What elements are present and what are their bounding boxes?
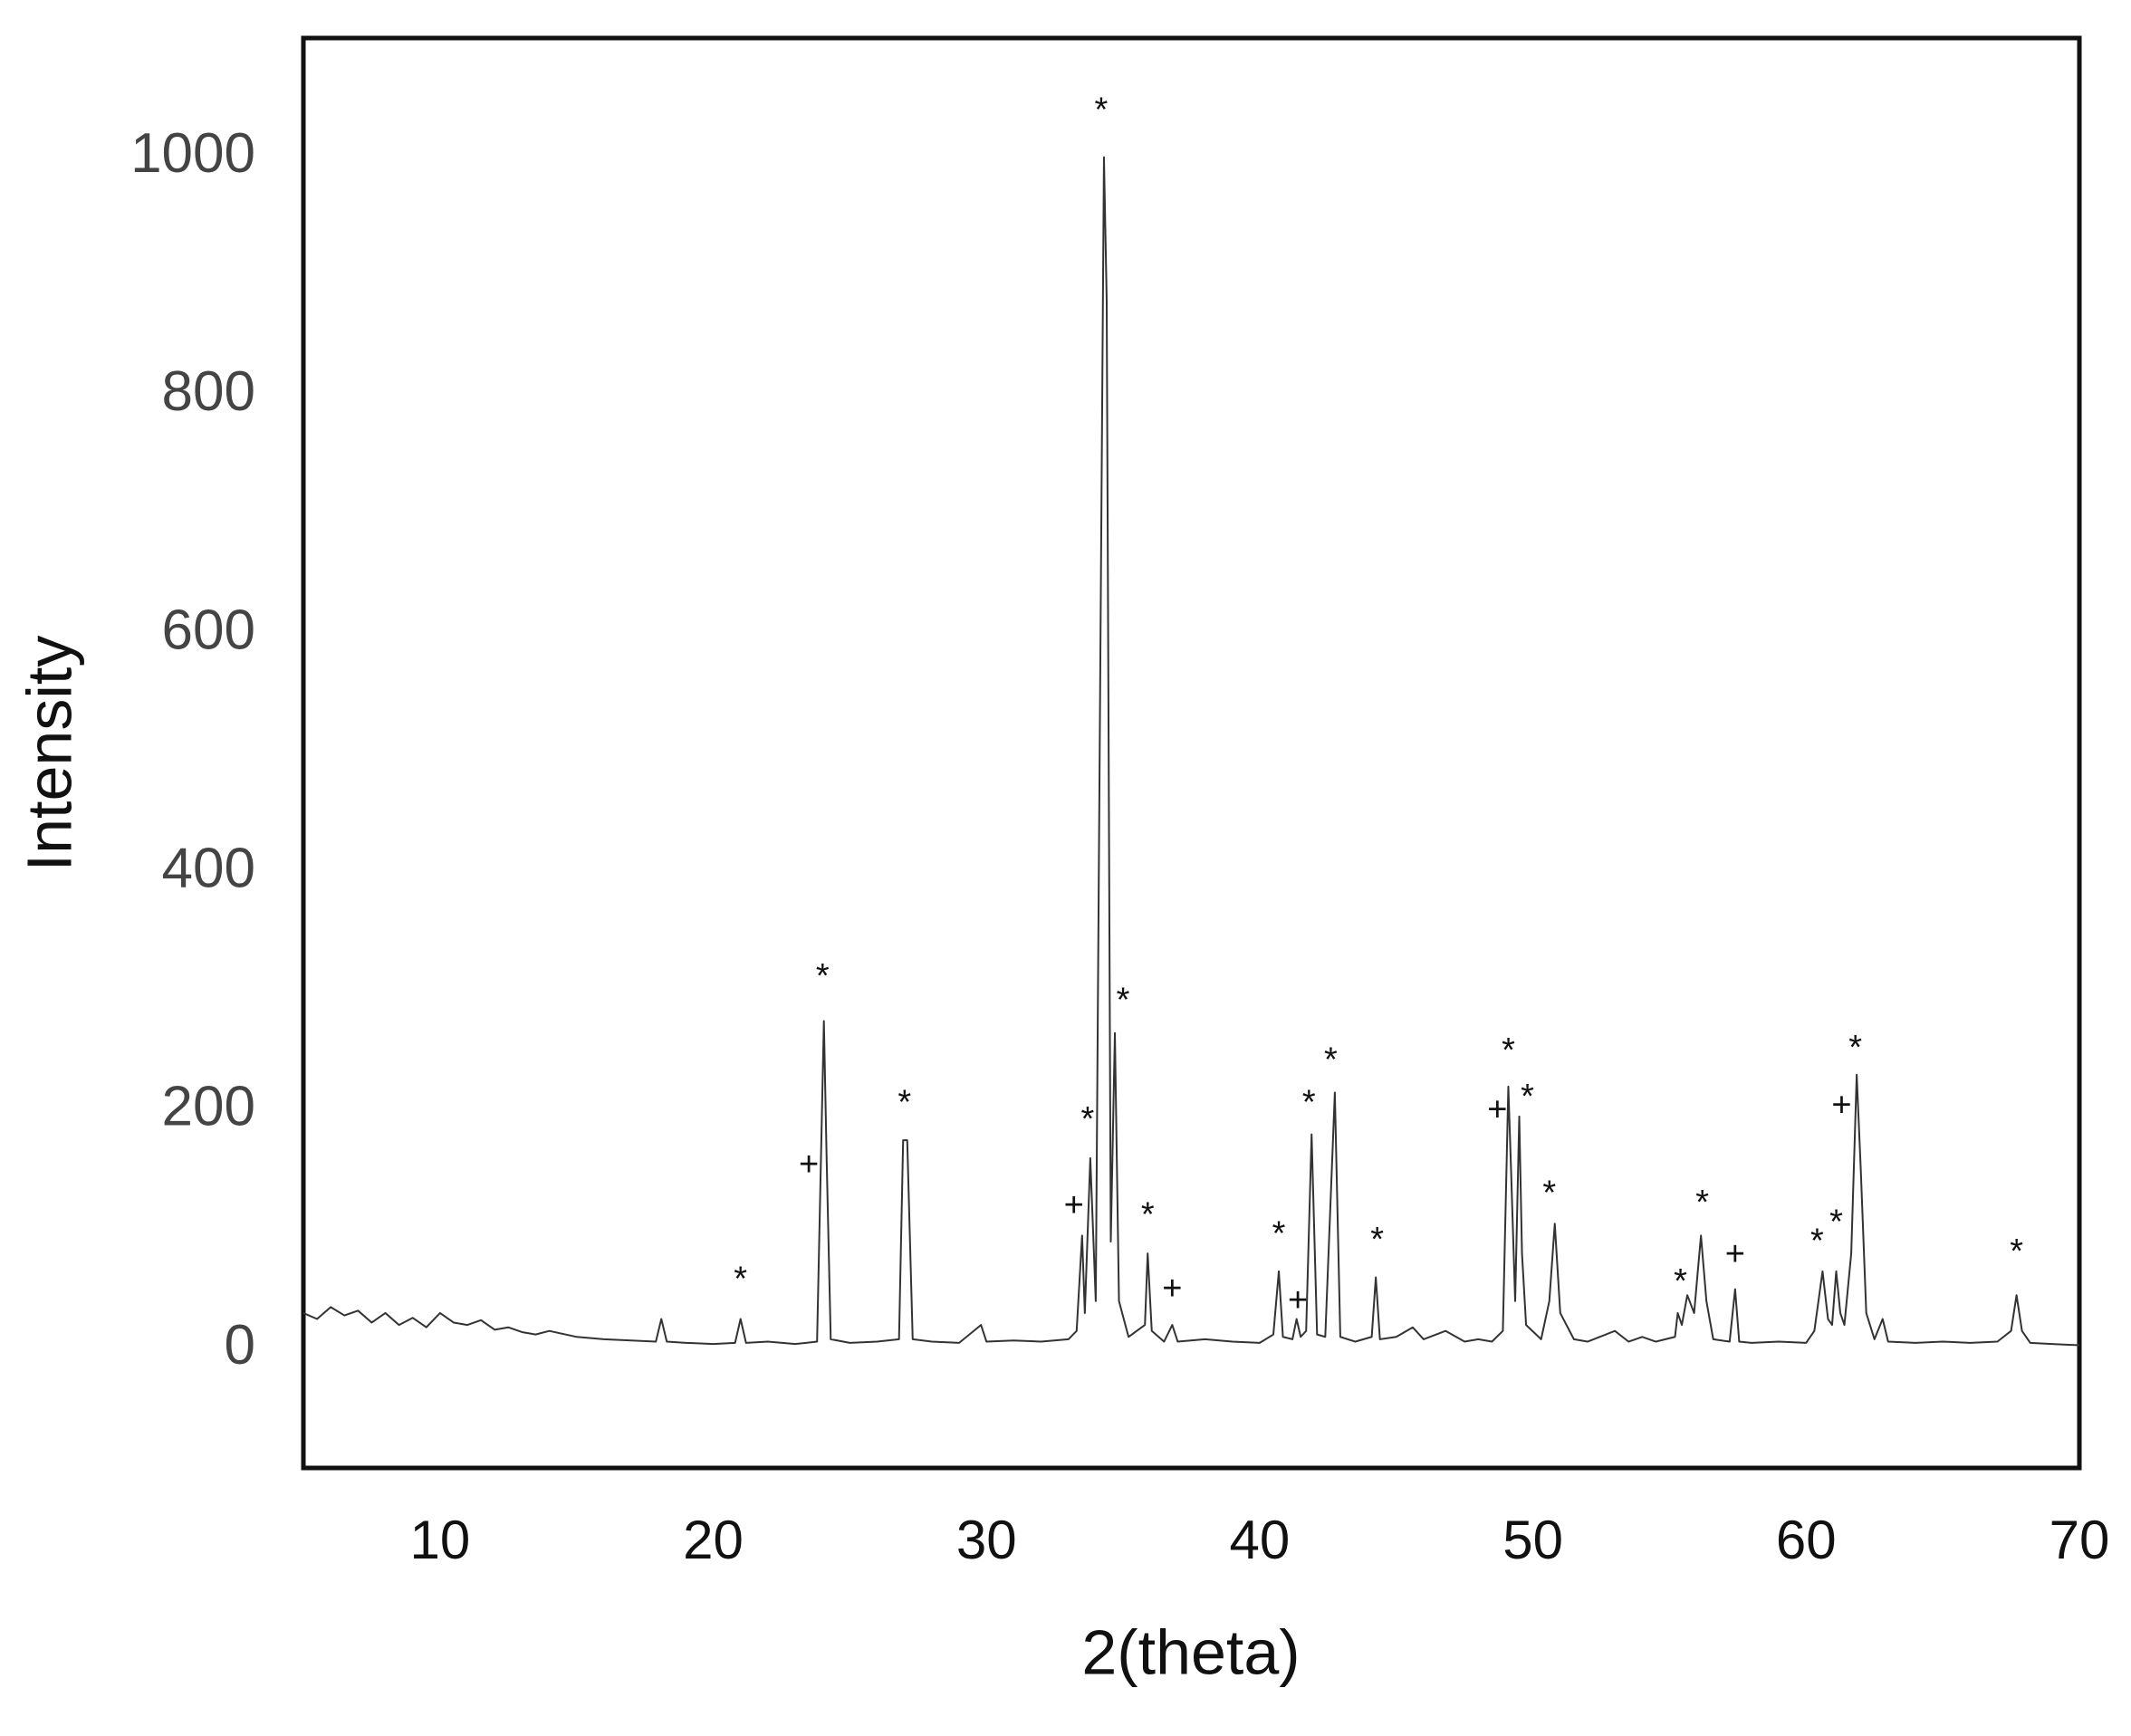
y-tick-label: 400 — [162, 837, 255, 899]
y-tick-label: 0 — [225, 1314, 255, 1376]
peak-annotation: + — [1831, 1086, 1851, 1124]
peak-annotation: * — [1502, 1031, 1515, 1069]
peak-annotation: * — [1542, 1175, 1556, 1213]
x-tick-label: 50 — [1502, 1510, 1563, 1570]
peak-annotation: * — [1848, 1029, 1862, 1067]
x-tick-label: 10 — [409, 1510, 470, 1570]
peak-annotation: + — [799, 1146, 819, 1184]
peak-annotation: + — [1725, 1235, 1745, 1273]
peak-annotation: * — [1117, 982, 1130, 1020]
peak-annotation: * — [1080, 1100, 1094, 1138]
y-tick-label: 200 — [162, 1076, 255, 1138]
peak-annotation: * — [1521, 1078, 1534, 1116]
peak-annotation: + — [1288, 1281, 1308, 1319]
peak-annotation: * — [2010, 1232, 2023, 1271]
peak-annotation: * — [816, 957, 830, 995]
x-tick-label: 60 — [1776, 1510, 1837, 1570]
y-tick-label: 1000 — [130, 122, 255, 185]
peak-annotation: * — [1272, 1214, 1286, 1252]
peak-annotation: + — [1162, 1270, 1182, 1308]
peak-annotation: * — [1324, 1041, 1338, 1079]
peak-annotation: + — [1487, 1091, 1507, 1129]
peak-annotation: * — [1674, 1262, 1687, 1300]
peak-annotation: * — [1095, 91, 1109, 129]
data-line — [302, 156, 2080, 1347]
x-axis-label: 2(theta) — [1081, 1616, 1300, 1687]
peak-annotation: + — [1064, 1186, 1084, 1224]
peak-annotation: * — [1141, 1195, 1155, 1233]
peak-annotation: * — [1695, 1184, 1709, 1222]
peak-annotation: * — [898, 1084, 911, 1122]
x-tick-label: 30 — [956, 1510, 1017, 1570]
peak-annotation: * — [1302, 1084, 1316, 1122]
peak-annotation: * — [1829, 1203, 1843, 1241]
x-tick-label: 70 — [2049, 1510, 2110, 1570]
peak-annotation: * — [734, 1260, 747, 1298]
y-tick-label: 800 — [162, 360, 255, 423]
x-tick-label: 20 — [683, 1510, 744, 1570]
y-tick-label: 600 — [162, 599, 255, 661]
x-tick-label: 40 — [1230, 1510, 1291, 1570]
peak-annotation: * — [1810, 1222, 1824, 1260]
y-axis-label: Intensity — [14, 636, 84, 872]
plot-frame — [301, 35, 2082, 1471]
peak-annotation: * — [1370, 1221, 1384, 1259]
